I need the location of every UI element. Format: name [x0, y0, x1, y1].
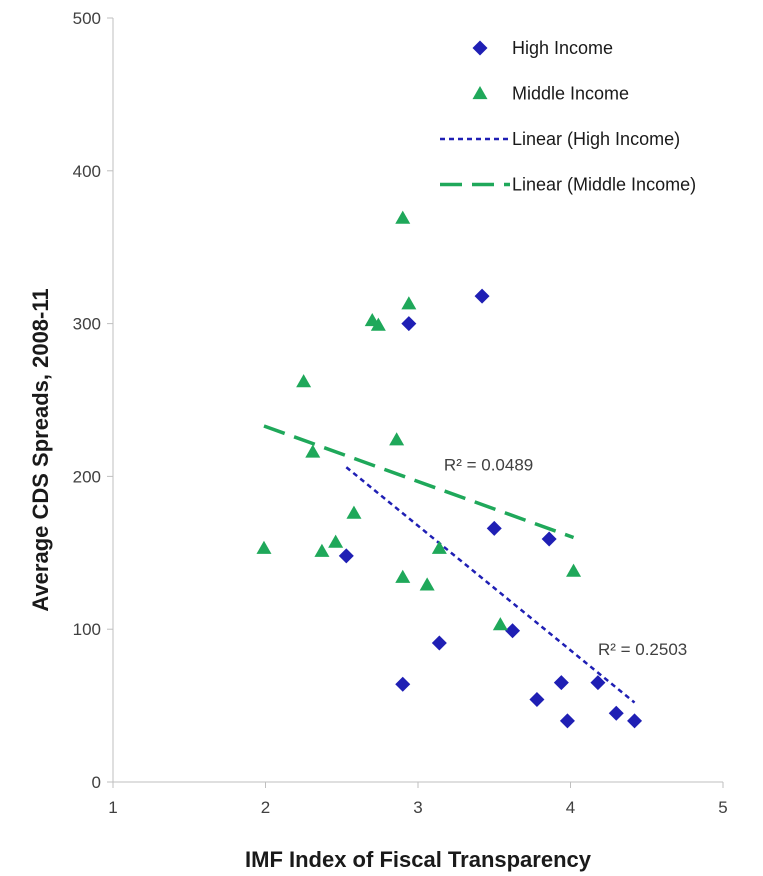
legend-label: High Income — [512, 38, 613, 58]
middle-income-point — [566, 563, 582, 577]
middle-income-point — [346, 505, 362, 519]
high-income-point — [590, 675, 606, 691]
data-points — [256, 210, 643, 729]
legend-label: Linear (High Income) — [512, 129, 680, 149]
y-tick-label: 100 — [73, 620, 101, 639]
middle-income-point — [492, 617, 508, 631]
y-tick-label: 200 — [73, 467, 101, 486]
x-tick-label: 4 — [566, 798, 575, 817]
high-income-point — [627, 713, 643, 729]
high-income-point — [553, 675, 569, 691]
trendline-middle-income — [263, 424, 575, 540]
y-tick-label: 400 — [73, 162, 101, 181]
middle-income-point — [395, 569, 411, 583]
series-middle-income — [256, 210, 582, 631]
middle-income-point — [389, 432, 405, 446]
middle-income-point — [328, 534, 344, 548]
middle-income-point — [431, 540, 447, 554]
high-income-point — [338, 548, 354, 564]
trendlines — [263, 424, 636, 704]
middle-income-point — [305, 444, 321, 458]
x-axis: 1 2 3 4 5 — [108, 781, 728, 817]
high-income-point — [431, 635, 447, 651]
high-income-point — [395, 676, 411, 692]
y-tick-label: 300 — [73, 315, 101, 334]
middle-income-point — [395, 210, 411, 224]
legend: High Income Middle Income Linear (High Inc… — [440, 38, 696, 195]
high-income-point — [474, 288, 490, 304]
series-high-income — [338, 288, 643, 729]
x-tick-label: 5 — [718, 798, 727, 817]
middle-income-point — [256, 540, 272, 554]
high-income-point — [608, 705, 624, 721]
trendline-high-income — [345, 466, 636, 704]
r-squared-label: R² = 0.2503 — [598, 640, 687, 659]
x-tick-label: 1 — [108, 798, 117, 817]
middle-income-point — [370, 317, 386, 331]
legend-diamond-marker — [472, 40, 488, 56]
y-tick-label: 0 — [92, 773, 101, 792]
high-income-point — [505, 623, 521, 639]
middle-income-point — [419, 577, 435, 591]
x-tick-label: 2 — [261, 798, 270, 817]
high-income-point — [559, 713, 575, 729]
middle-income-point — [314, 543, 330, 557]
middle-income-point — [401, 296, 417, 310]
high-income-point — [486, 520, 502, 536]
legend-triangle-marker — [472, 86, 488, 100]
r-squared-annotations: R² = 0.2503 R² = 0.0489 — [444, 455, 687, 659]
x-axis-title: IMF Index of Fiscal Transparency — [245, 847, 592, 872]
middle-income-point — [296, 374, 312, 388]
r-squared-label: R² = 0.0489 — [444, 455, 533, 474]
high-income-point — [401, 316, 417, 332]
legend-label: Linear (Middle Income) — [512, 175, 696, 195]
y-axis-title: Average CDS Spreads, 2008-11 — [28, 288, 53, 611]
y-tick-label: 500 — [73, 9, 101, 28]
legend-label: Middle Income — [512, 84, 629, 104]
y-axis: 0 100 200 300 400 500 — [73, 9, 114, 792]
high-income-point — [541, 531, 557, 547]
x-tick-label: 3 — [413, 798, 422, 817]
high-income-point — [529, 691, 545, 707]
